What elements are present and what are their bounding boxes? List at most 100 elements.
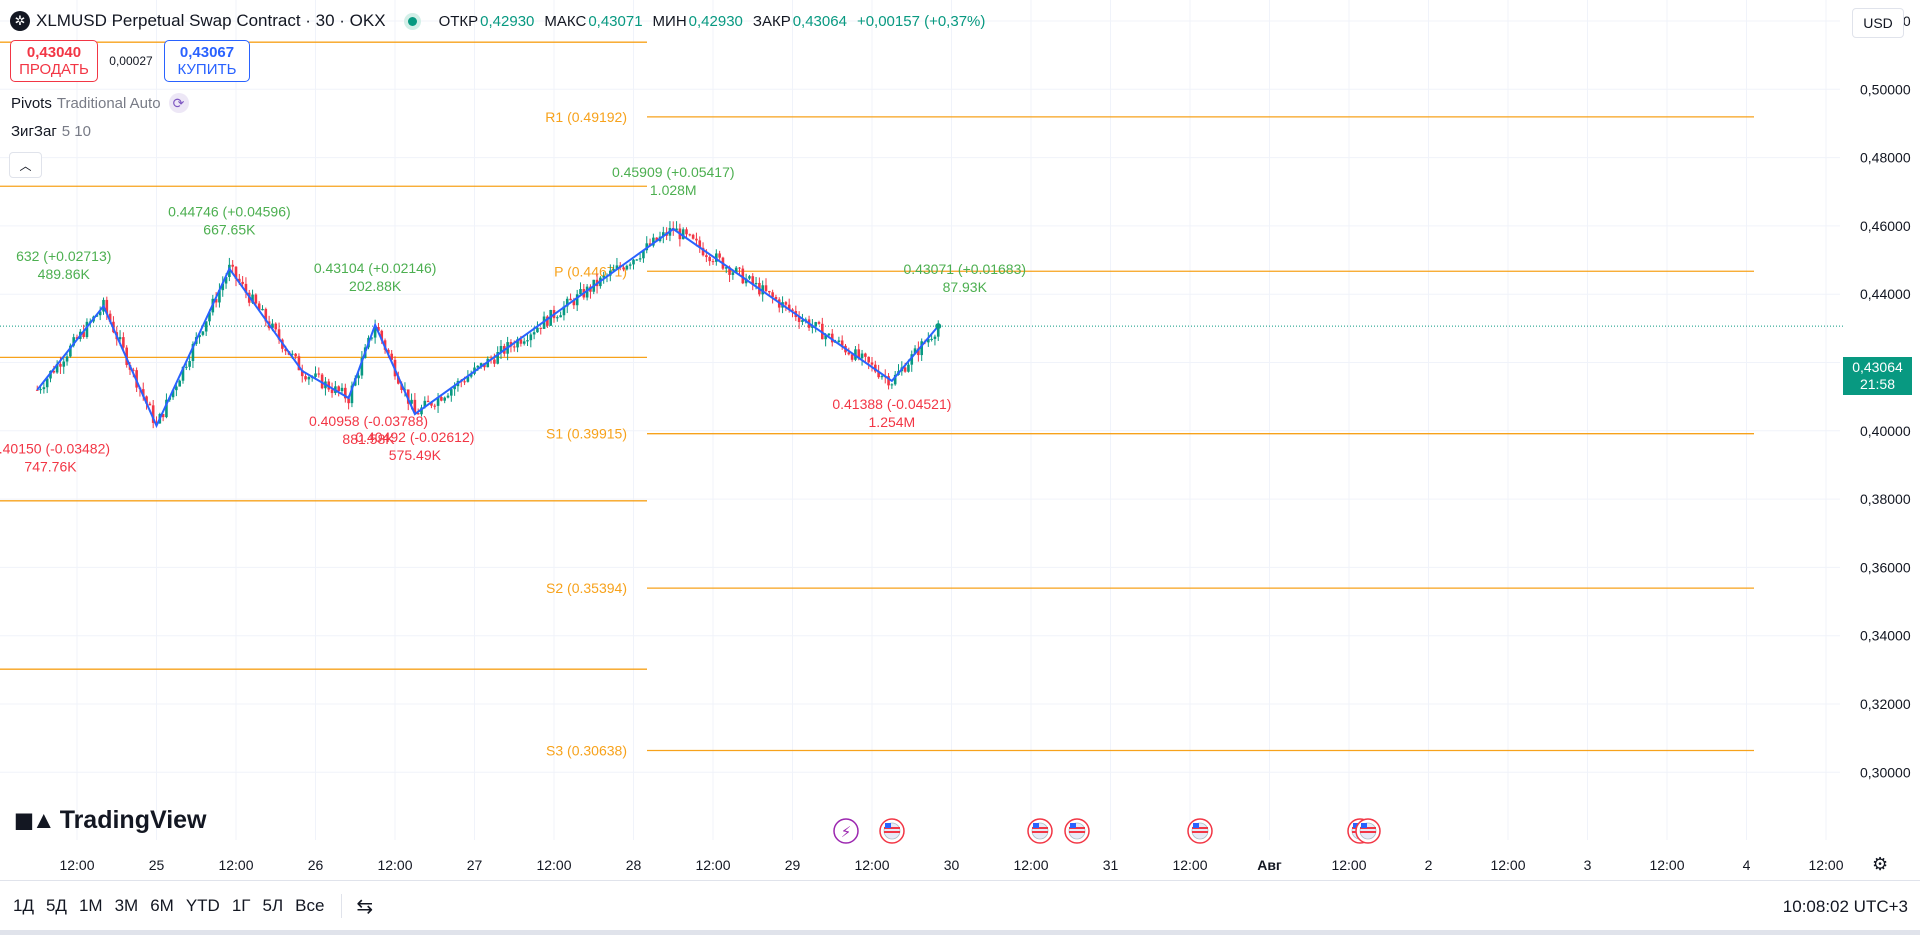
candle-body <box>628 264 632 266</box>
candle-body <box>840 340 844 346</box>
candle-body <box>771 292 774 297</box>
bottom-toolbar <box>0 880 1920 931</box>
candle-body <box>585 286 589 298</box>
candle-body <box>132 369 135 371</box>
candle-body <box>35 389 39 391</box>
date-range-icon[interactable]: ⇆ <box>356 895 374 918</box>
time-tick-label: 12:00 <box>1172 857 1207 873</box>
close-label: ЗАКР <box>752 12 791 30</box>
price-tick-label: 0,46000 <box>1860 218 1911 234</box>
period-3m[interactable]: 3М <box>114 896 139 915</box>
reload-icon[interactable]: ⟳ <box>168 93 189 113</box>
candle-body <box>214 298 218 303</box>
candle-body <box>512 346 516 348</box>
flag-stripe <box>1069 827 1085 829</box>
currency-select[interactable]: USD <box>1852 8 1904 38</box>
period-ytd[interactable]: YTD <box>185 896 220 915</box>
flag-stripe <box>1192 827 1208 829</box>
pivots-indicator-legend[interactable]: Pivots Traditional Auto ⟳ <box>11 93 189 113</box>
candle-body <box>910 354 914 365</box>
candle-body <box>257 303 261 311</box>
period-5d[interactable]: 5Д <box>45 896 67 915</box>
candle-body <box>469 373 473 377</box>
period-5y[interactable]: 5Л <box>262 896 284 915</box>
period-1y[interactable]: 1Г <box>231 896 251 915</box>
candle-body <box>360 358 364 376</box>
pivot-level-label: R1 (0.49192) <box>545 109 627 125</box>
candle-body <box>198 334 201 338</box>
sell-button[interactable]: 0,43040 ПРОДАТЬ <box>10 40 98 82</box>
candle-body <box>294 353 297 357</box>
utc-clock[interactable]: 10:08:02 UTC+3 <box>1782 897 1908 916</box>
period-all[interactable]: Все <box>295 896 325 915</box>
candle-body <box>890 384 894 386</box>
candle-body <box>185 366 188 368</box>
candle-body <box>466 376 470 382</box>
candle-body <box>522 341 526 344</box>
last-price-dot <box>935 323 942 330</box>
chart-header: ✲ XLMUSD Perpetual Swap Contract · 30 · … <box>10 9 995 33</box>
chart-settings-icon[interactable]: ⚙ <box>1872 854 1889 874</box>
candle-body <box>390 353 393 360</box>
candle-body <box>171 390 175 398</box>
candle-body <box>675 228 678 231</box>
candle-body <box>811 326 814 328</box>
symbol-title[interactable]: XLMUSD Perpetual Swap Contract · 30 · OK… <box>36 11 386 30</box>
candle-body <box>377 327 380 331</box>
candle-body <box>244 283 248 293</box>
price-tick-label: 0,38000 <box>1860 491 1911 507</box>
candle-body <box>423 400 427 408</box>
candle-body <box>907 364 910 372</box>
candle-body <box>82 331 85 337</box>
candle-body <box>151 405 155 423</box>
candle-body <box>632 259 635 265</box>
candle-body <box>317 373 321 375</box>
candle-body <box>105 299 109 314</box>
candle-body <box>148 403 152 406</box>
bar-countdown: 21:58 <box>1859 376 1896 392</box>
time-tick-label: 12:00 <box>1013 857 1048 873</box>
flag-canton <box>1193 823 1199 828</box>
candle-body <box>688 234 692 236</box>
candle-body <box>744 278 748 284</box>
time-tick-label: Авг <box>1257 857 1282 873</box>
price-chart[interactable]: 0,520000,500000,480000,460000,440000,420… <box>0 0 1920 880</box>
candle-body <box>741 268 745 284</box>
candle-body <box>410 399 413 404</box>
candle-body <box>880 376 884 378</box>
flag-stripe <box>1032 827 1048 829</box>
candle-body <box>181 366 185 381</box>
candle-body <box>532 332 536 335</box>
zigzag-pivot-label: 0.40150 (-0.03482) <box>0 441 110 457</box>
candle-body <box>499 346 503 353</box>
buy-button[interactable]: 0,43067 КУПИТЬ <box>164 40 250 82</box>
candle-body <box>920 341 923 356</box>
flag-stripe <box>884 827 900 829</box>
candle-body <box>698 240 702 248</box>
candle-body <box>797 317 801 322</box>
candle-body <box>69 345 72 357</box>
period-1m[interactable]: 1М <box>78 896 103 915</box>
candle-body <box>430 402 433 406</box>
candle-body <box>837 340 841 342</box>
candle-body <box>42 387 46 390</box>
candle-body <box>718 253 721 258</box>
candle-body <box>801 320 804 322</box>
period-6m[interactable]: 6М <box>150 896 174 915</box>
market-status-dot[interactable] <box>407 16 417 26</box>
candle-body <box>579 289 582 295</box>
flag-stripe <box>1192 831 1208 833</box>
candle-body <box>433 405 437 407</box>
candle-body <box>827 333 831 336</box>
candle-body <box>284 348 287 352</box>
zigzag-indicator-legend[interactable]: ЗигЗаг 5 10 <box>11 123 91 140</box>
pivots-name: Pivots <box>11 94 52 112</box>
pivot-level-label: S2 (0.35394) <box>546 580 627 596</box>
collapse-legend-button[interactable]: ︿ <box>9 152 42 178</box>
page-scrollbar[interactable] <box>0 930 1920 935</box>
tradingview-logo[interactable]: ◼▲ TradingView <box>14 806 207 835</box>
candle-body <box>300 370 304 377</box>
candle-body <box>314 373 317 377</box>
candle-body <box>642 250 645 259</box>
period-1d[interactable]: 1Д <box>13 896 34 915</box>
